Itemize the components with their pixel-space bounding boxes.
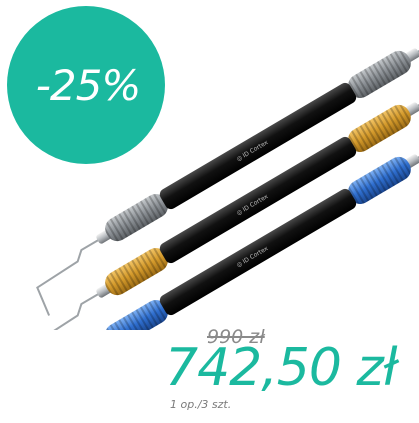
- pack-info: 1 op./3 szt.: [170, 398, 232, 411]
- instrument-gold: ◎ ID Cortex: [36, 67, 419, 330]
- dental-instruments-image: ◎ ID Cortex ◎ ID Cortex: [36, 13, 419, 330]
- new-price: 742,50 zł: [165, 338, 398, 398]
- instrument-grey: ◎ ID Cortex: [36, 13, 419, 316]
- discount-badge: -25%: [7, 6, 165, 164]
- discount-label: -25%: [35, 60, 142, 110]
- old-price: 990 zł: [207, 326, 265, 348]
